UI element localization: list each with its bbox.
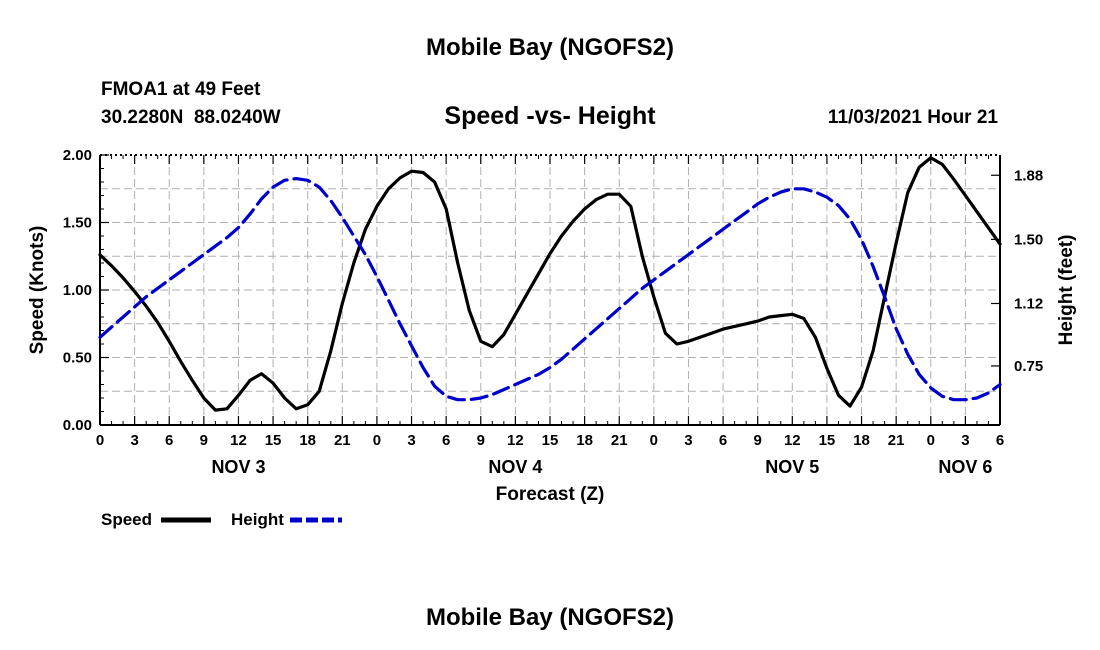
series-line-speed	[98, 156, 1002, 412]
x-ticks: 0 3 6 9 12 15 18 21 0 3 6 9 12 15 18 21 0 3 6 9 12 15 18 21 0 3 6N…	[96, 155, 1004, 477]
x-tick-label: 0	[96, 432, 104, 449]
y-left-tick-label: 1.00	[63, 282, 92, 299]
x-tick-label: 18	[853, 432, 870, 449]
y-right-tick-label: 1.50	[1014, 231, 1043, 248]
y-left-tick-label: 0.00	[63, 417, 92, 434]
x-tick-label: 15	[265, 432, 282, 449]
page-title: Mobile Bay (NGOFS2)	[426, 34, 674, 61]
x-tick-label: 6	[996, 432, 1004, 449]
x-tick-label: 12	[784, 432, 801, 449]
x-tick-label: 3	[130, 432, 138, 449]
y-right-tick-label: 1.88	[1014, 167, 1043, 184]
x-tick-label: 9	[754, 432, 762, 449]
x-tick-label: 12	[230, 432, 247, 449]
x-tick-label: 9	[200, 432, 208, 449]
legend-speed-label: Speed	[101, 510, 152, 529]
x-tick-label: 21	[334, 432, 351, 449]
x-tick-label: 21	[611, 432, 628, 449]
location-label: 30.2280N 88.0240W	[101, 107, 281, 128]
x-tick-label: 6	[719, 432, 727, 449]
x-tick-label: 12	[507, 432, 524, 449]
x-tick-label: 6	[165, 432, 173, 449]
x-tick-label: 18	[299, 432, 316, 449]
date-label: NOV 5	[765, 457, 819, 477]
timestamp-label: 11/03/2021 Hour 21	[828, 107, 998, 128]
date-label: NOV 4	[488, 457, 542, 477]
x-tick-label: 15	[819, 432, 836, 449]
x-tick-label: 6	[442, 432, 450, 449]
y-right-tick-label: 1.12	[1014, 296, 1043, 313]
x-tick-label: 3	[407, 432, 415, 449]
y-right-tick-label: 0.75	[1014, 358, 1043, 375]
date-label: NOV 3	[211, 457, 265, 477]
y-left-tick-label: 2.00	[63, 147, 92, 164]
legend: Speed Height	[101, 510, 342, 529]
x-axis-label: Forecast (Z)	[496, 484, 605, 505]
y-left-label: Speed (Knots)	[27, 226, 48, 355]
series-line-height	[98, 177, 1002, 402]
y-left-tick-label: 0.50	[63, 350, 92, 367]
x-tick-label: 15	[542, 432, 559, 449]
chart-title: Speed -vs- Height	[444, 102, 656, 130]
bottom-page-title: Mobile Bay (NGOFS2)	[426, 604, 674, 631]
date-label: NOV 6	[938, 457, 992, 477]
y-ticks: 0.00 0.50 1.00 1.50 2.00 0.75 1.12 1.50 1.88	[63, 147, 1043, 434]
x-tick-label: 0	[927, 432, 935, 449]
x-tick-label: 0	[373, 432, 381, 449]
y-right-label: Height (feet)	[1056, 235, 1077, 346]
series-lines	[98, 156, 1002, 412]
x-tick-label: 9	[477, 432, 485, 449]
legend-height-label: Height	[231, 510, 284, 529]
x-tick-label: 0	[650, 432, 658, 449]
grid-lines	[100, 155, 1000, 425]
x-tick-label: 3	[961, 432, 969, 449]
y-left-tick-label: 1.50	[63, 215, 92, 232]
x-tick-label: 18	[576, 432, 593, 449]
x-tick-label: 3	[684, 432, 692, 449]
x-tick-label: 21	[888, 432, 905, 449]
station-label: FMOA1 at 49 Feet	[101, 79, 261, 100]
